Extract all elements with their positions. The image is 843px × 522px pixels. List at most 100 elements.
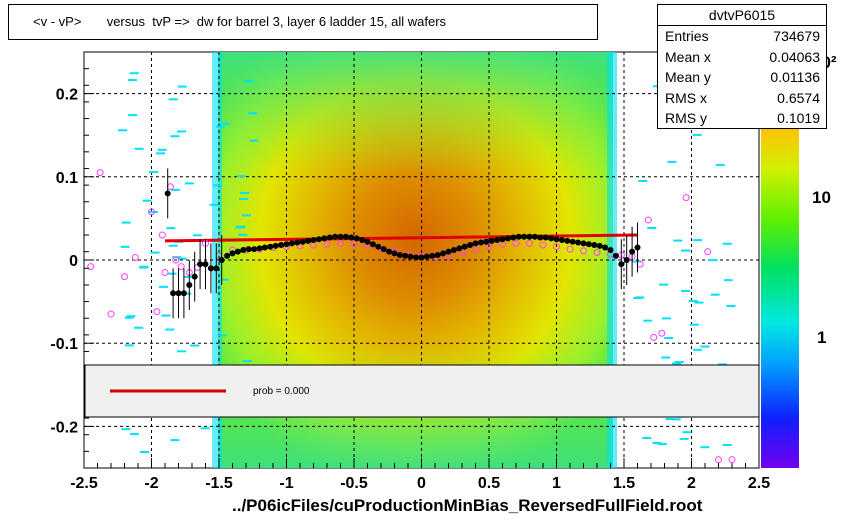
magenta-point bbox=[161, 268, 169, 276]
black-point bbox=[612, 252, 619, 259]
cyan-mark bbox=[708, 259, 718, 262]
cyan-mark bbox=[183, 275, 193, 278]
black-point bbox=[483, 238, 490, 245]
stats-row-mean-y: Mean y 0.01136 bbox=[658, 67, 826, 88]
black-point bbox=[429, 252, 436, 259]
cyan-mark bbox=[129, 433, 139, 436]
black-point bbox=[607, 247, 614, 254]
cyan-mark bbox=[671, 418, 681, 421]
legend-label: prob = 0.000 bbox=[253, 386, 310, 397]
cyan-mark bbox=[161, 314, 171, 317]
cyan-mark bbox=[710, 293, 720, 296]
magenta-point bbox=[704, 248, 712, 256]
magenta-point bbox=[580, 247, 587, 255]
cyan-mark bbox=[176, 130, 186, 133]
cyan-mark bbox=[659, 283, 669, 286]
stats-row-entries: Entries 734679 bbox=[658, 26, 826, 47]
x-tick-label: -2 bbox=[144, 475, 158, 492]
magenta-point bbox=[337, 239, 344, 247]
cyan-mark bbox=[239, 197, 249, 200]
cyan-mark bbox=[134, 147, 144, 150]
cyan-mark bbox=[170, 135, 180, 138]
cyan-mark bbox=[166, 227, 176, 230]
stats-value: 0.01136 bbox=[770, 69, 820, 85]
black-point bbox=[445, 248, 452, 255]
black-point bbox=[504, 235, 511, 242]
black-point bbox=[515, 233, 522, 240]
cyan-mark bbox=[723, 279, 733, 282]
cyan-mark bbox=[674, 361, 684, 364]
black-point bbox=[564, 237, 571, 244]
cyan-mark bbox=[673, 239, 683, 242]
cyan-mark bbox=[126, 315, 136, 318]
cyan-mark bbox=[127, 79, 137, 82]
black-point bbox=[229, 250, 236, 257]
black-point bbox=[261, 244, 268, 251]
y-tick-label: -0.1 bbox=[50, 336, 78, 353]
cyan-mark bbox=[665, 418, 675, 421]
black-point bbox=[580, 240, 587, 247]
black-point bbox=[526, 233, 533, 240]
magenta-point bbox=[96, 169, 104, 177]
x-tick-label: -1.5 bbox=[205, 475, 233, 492]
magenta-point bbox=[148, 208, 155, 216]
black-point bbox=[310, 237, 317, 244]
cyan-mark bbox=[221, 122, 231, 125]
black-point bbox=[202, 261, 209, 268]
black-points bbox=[164, 168, 641, 319]
cyan-mark bbox=[168, 98, 178, 101]
cyan-mark bbox=[693, 348, 703, 351]
colorbar-label-10: 10 bbox=[812, 188, 831, 207]
chart-title: <v - vP> versus tvP => dw for barrel 3, … bbox=[8, 4, 598, 40]
stats-value: 0.1019 bbox=[777, 110, 820, 126]
cyan-mark bbox=[689, 323, 699, 326]
cyan-mark bbox=[672, 362, 682, 365]
black-point bbox=[305, 237, 312, 244]
cyan-mark bbox=[158, 285, 168, 288]
black-point bbox=[618, 261, 625, 268]
black-point bbox=[402, 252, 409, 259]
cyan-mark bbox=[157, 148, 167, 151]
black-point bbox=[164, 190, 171, 197]
footer-filename: ../P06icFiles/cuProductionMinBias_Revers… bbox=[232, 496, 703, 515]
stats-name: dvtvP6015 bbox=[658, 5, 826, 26]
y-tick-label: -0.2 bbox=[50, 419, 78, 436]
axes: -2.5 -2 -1.5 -1 -0.5 0 0.5 1 1.5 2 2.5 -0.2 -0.1 0 0.1… bbox=[50, 51, 770, 492]
cyan-mark bbox=[679, 437, 689, 440]
black-point bbox=[391, 250, 398, 257]
x-tick-label: -1 bbox=[279, 475, 293, 492]
cyan-mark bbox=[643, 319, 653, 322]
black-point bbox=[326, 234, 333, 241]
cyan-mark bbox=[219, 278, 229, 281]
cyan-mark bbox=[722, 242, 732, 245]
y-tick-label: 0 bbox=[69, 253, 78, 270]
cyan-mark bbox=[209, 203, 219, 206]
cyan-mark bbox=[120, 245, 130, 248]
magenta-point bbox=[566, 245, 574, 253]
cyan-mark bbox=[661, 317, 671, 320]
magenta-point bbox=[485, 243, 493, 251]
x-tick-label: -0.5 bbox=[340, 475, 368, 492]
x-tick-label: -2.5 bbox=[70, 475, 98, 492]
cyan-mark bbox=[156, 152, 166, 155]
black-point bbox=[170, 290, 177, 297]
black-point bbox=[575, 239, 582, 246]
stats-row-mean-x: Mean x 0.04063 bbox=[658, 47, 826, 68]
black-point bbox=[472, 240, 479, 247]
black-point bbox=[499, 236, 506, 243]
cyan-mark bbox=[235, 226, 245, 229]
magenta-point bbox=[715, 456, 722, 464]
black-point bbox=[375, 243, 382, 250]
black-point bbox=[337, 233, 344, 240]
black-point bbox=[315, 236, 322, 243]
black-point bbox=[542, 234, 549, 241]
cyan-mark bbox=[149, 171, 159, 174]
cyan-mark bbox=[190, 344, 200, 347]
black-point bbox=[278, 242, 285, 249]
stats-row-rms-y: RMS y 0.1019 bbox=[658, 108, 826, 129]
x-tick-label: 0 bbox=[417, 475, 426, 492]
cyan-mark bbox=[692, 133, 702, 136]
cyan-mark bbox=[647, 226, 657, 229]
magenta-point bbox=[593, 249, 601, 257]
black-point bbox=[191, 273, 198, 280]
